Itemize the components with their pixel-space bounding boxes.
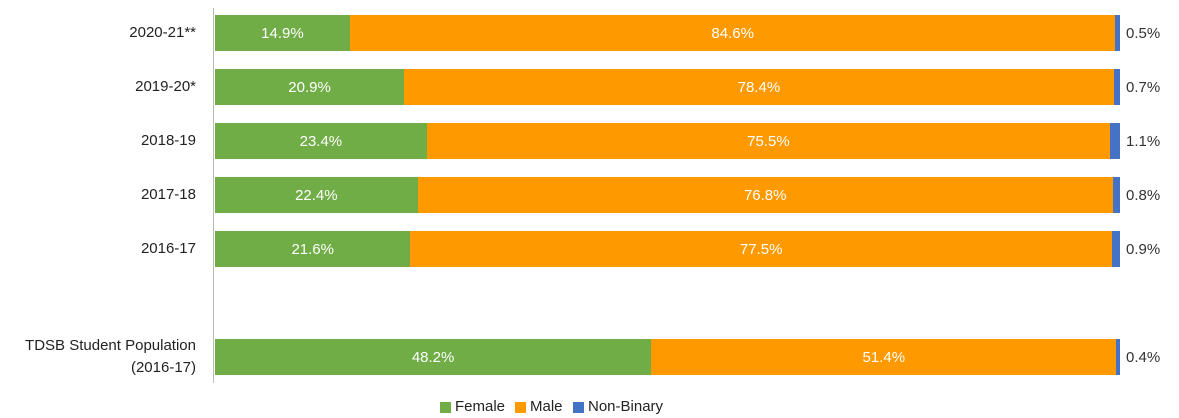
value-label: 77.5%	[739, 240, 783, 258]
bar	[215, 177, 418, 213]
value-label: 48.2%	[411, 348, 455, 366]
bar	[410, 231, 1112, 267]
legend-label: Non-Binary	[588, 398, 664, 415]
value-label: 84.6%	[711, 24, 754, 42]
bar	[349, 15, 1116, 51]
category-label: 2018-19	[140, 132, 196, 149]
legend-swatch	[573, 402, 584, 413]
value-label: 0.7%	[1126, 78, 1161, 96]
value-label: 0.8%	[1126, 186, 1161, 204]
bar	[1112, 177, 1120, 213]
value-label: 0.9%	[1126, 240, 1161, 258]
legend-swatch	[440, 402, 451, 413]
value-label: 0.5%	[1126, 24, 1161, 42]
value-label: 23.4%	[299, 132, 343, 150]
category-label: 2020-21**	[129, 24, 196, 41]
legend-swatch	[515, 402, 526, 413]
bar	[215, 231, 411, 267]
bar	[404, 69, 1114, 105]
legend-label: Male	[530, 398, 563, 415]
bar	[215, 123, 427, 159]
bar	[1115, 15, 1120, 51]
legend-label: Female	[455, 398, 506, 415]
bar	[215, 15, 350, 51]
value-label: 78.4%	[737, 78, 781, 96]
category-label: TDSB Student Population (2016-17)	[25, 337, 196, 376]
value-label: 20.9%	[288, 78, 331, 96]
bar	[1116, 339, 1120, 375]
bar	[426, 123, 1111, 159]
value-label: 1.1%	[1126, 132, 1161, 150]
category-label: 2019-20*	[135, 78, 196, 95]
value-label: 0.4%	[1126, 348, 1161, 366]
value-label: 22.4%	[295, 186, 338, 204]
value-label: 75.5%	[747, 132, 790, 150]
value-label: 14.9%	[261, 24, 304, 42]
category-label: 2017-18	[140, 186, 196, 203]
bar	[215, 69, 405, 105]
bar	[1110, 123, 1120, 159]
value-label: 21.6%	[291, 240, 334, 258]
axis-line	[213, 8, 214, 383]
bar	[1113, 69, 1120, 105]
value-label: 51.4%	[862, 348, 906, 366]
bar	[417, 177, 1113, 213]
bar	[651, 339, 1117, 375]
value-label: 76.8%	[743, 186, 787, 204]
category-label: 2016-17	[140, 240, 196, 257]
bar	[1111, 231, 1120, 267]
bar	[215, 339, 652, 375]
